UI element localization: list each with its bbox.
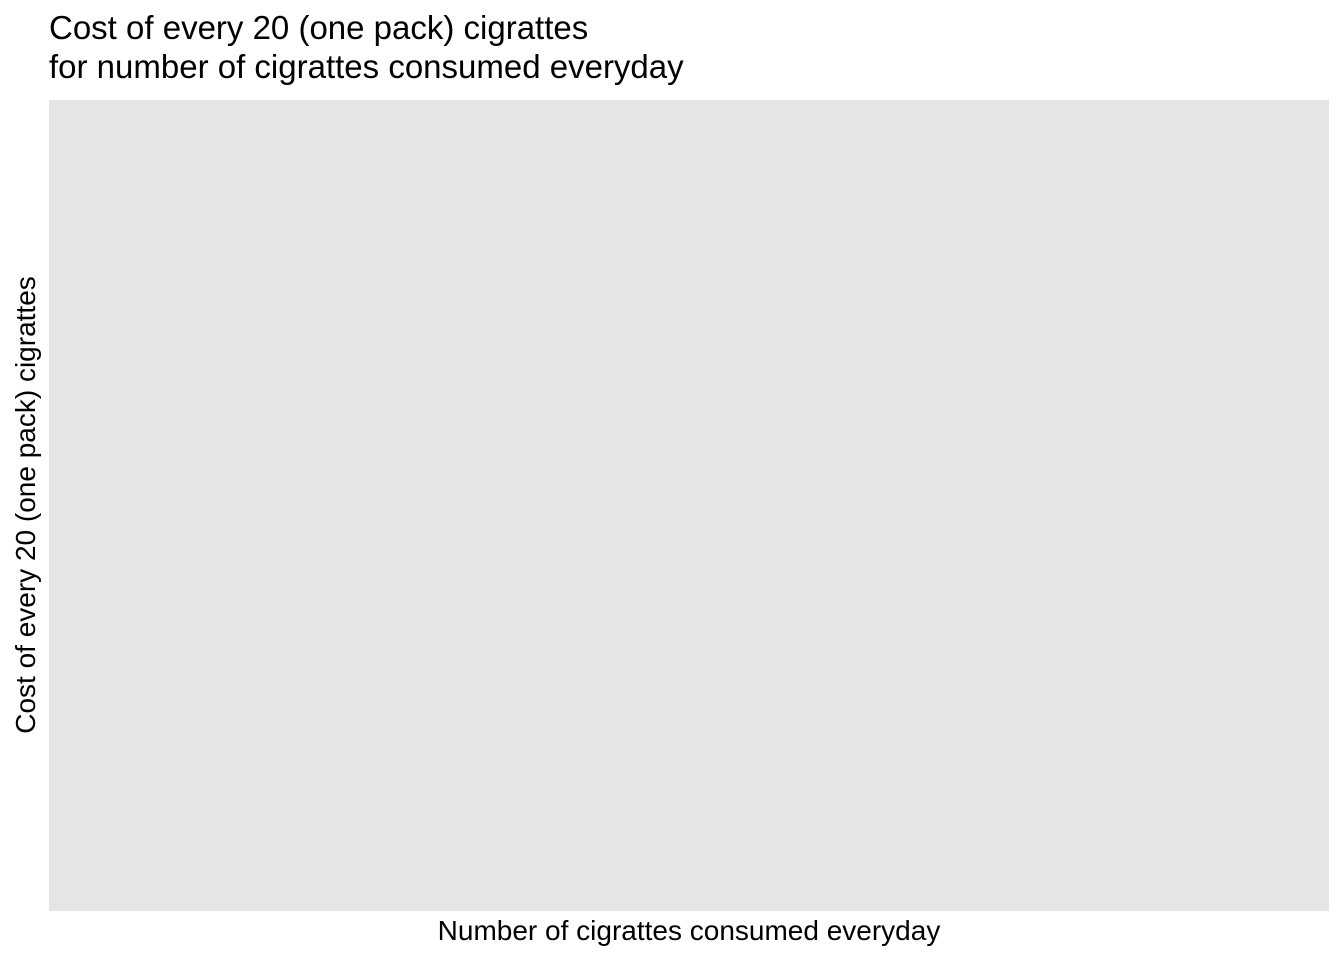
chart-title-line-1: Cost of every 20 (one pack) cigrattes xyxy=(49,9,589,46)
y-axis-label: Cost of every 20 (one pack) cigrattes xyxy=(10,276,41,734)
chart-title: Cost of every 20 (one pack) cigrattes fo… xyxy=(49,8,684,86)
plot-panel xyxy=(49,100,1329,911)
x-axis-label: Number of cigrattes consumed everyday xyxy=(437,915,941,946)
chart-title-line-2: for number of cigrattes consumed everyda… xyxy=(49,48,684,85)
